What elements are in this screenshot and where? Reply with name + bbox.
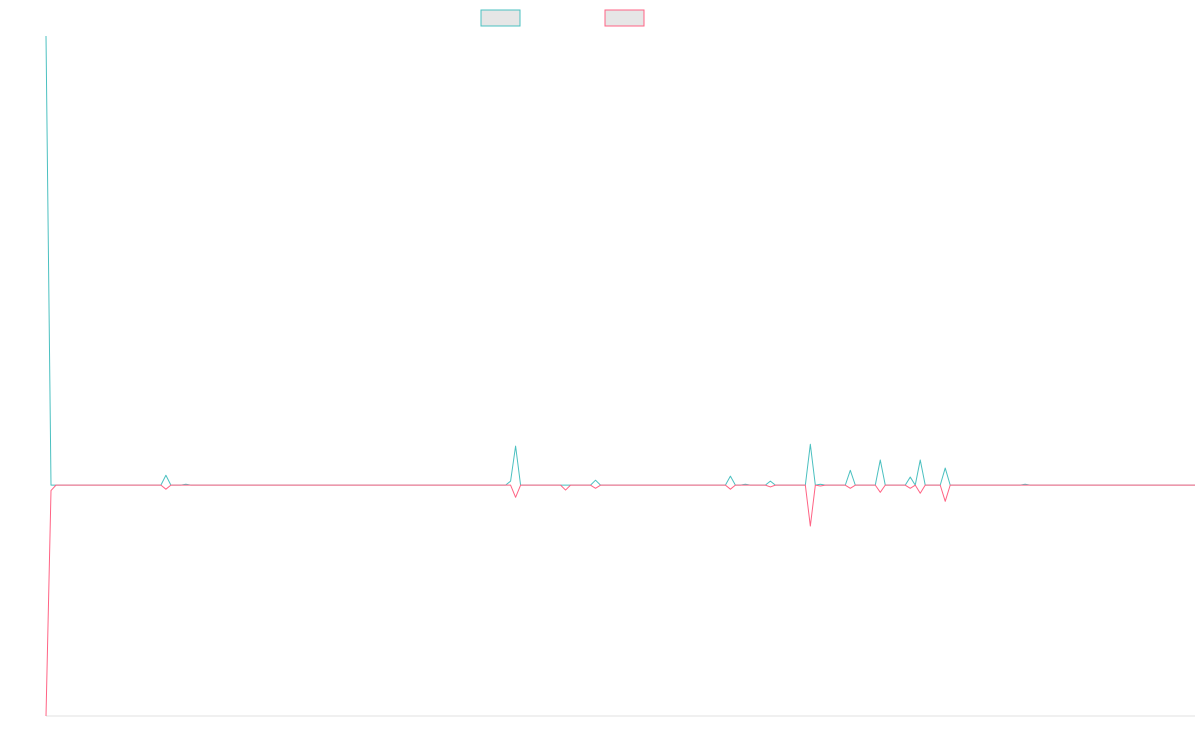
legend-swatch (604, 9, 645, 27)
data-line (45, 484, 1195, 717)
legend-swatch (480, 9, 521, 27)
data-line (45, 35, 1195, 486)
